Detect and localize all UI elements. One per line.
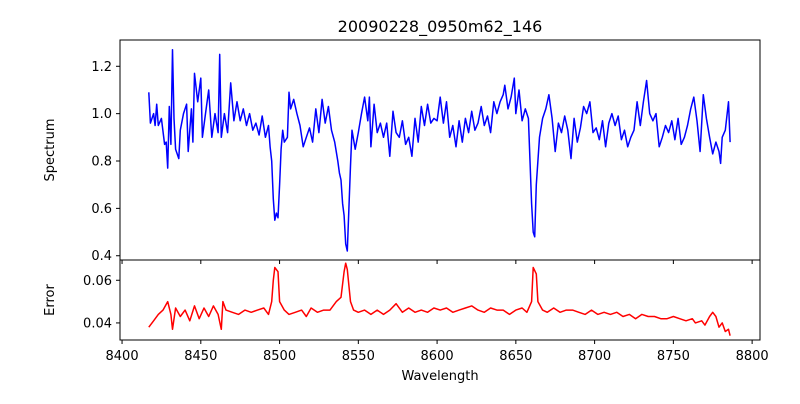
chart-title: 20090228_0950m62_146 [338, 17, 543, 37]
spectrum-y-label: Spectrum [43, 119, 58, 182]
y-tick-label: 0.6 [91, 202, 112, 217]
y-tick-label: 0.4 [91, 249, 112, 264]
x-tick-label: 8600 [421, 349, 454, 364]
y-tick-label: 0.04 [83, 316, 112, 331]
x-tick-label: 8750 [657, 349, 690, 364]
x-tick-label: 8450 [184, 349, 217, 364]
x-tick-label: 8800 [736, 349, 769, 364]
x-tick-label: 8400 [106, 349, 139, 364]
y-tick-label: 1.0 [91, 107, 112, 122]
y-tick-label: 0.8 [91, 155, 112, 170]
error-axes: 0.04 0.06 8400 8450 8500 8550 8600 8650 8700 8750… [83, 259, 769, 364]
y-tick-label: 0.06 [83, 274, 112, 289]
x-tick-label: 8700 [578, 349, 611, 364]
x-axis-label: Wavelength [401, 369, 478, 384]
x-tick-label: 8500 [263, 349, 296, 364]
error-line [148, 262, 731, 336]
y-tick-label: 1.2 [91, 60, 112, 75]
axes-frame [119, 259, 761, 341]
x-tick-label: 8650 [499, 349, 532, 364]
spectrum-line [148, 48, 731, 252]
x-tick-label: 8550 [342, 349, 375, 364]
error-y-label: Error [43, 284, 58, 316]
